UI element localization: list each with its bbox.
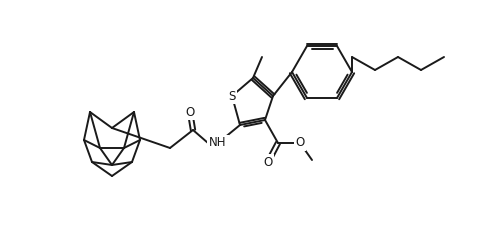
Text: O: O xyxy=(185,106,195,118)
Text: NH: NH xyxy=(209,137,227,149)
Text: O: O xyxy=(263,155,273,169)
Text: O: O xyxy=(295,137,305,149)
Text: S: S xyxy=(228,89,236,103)
